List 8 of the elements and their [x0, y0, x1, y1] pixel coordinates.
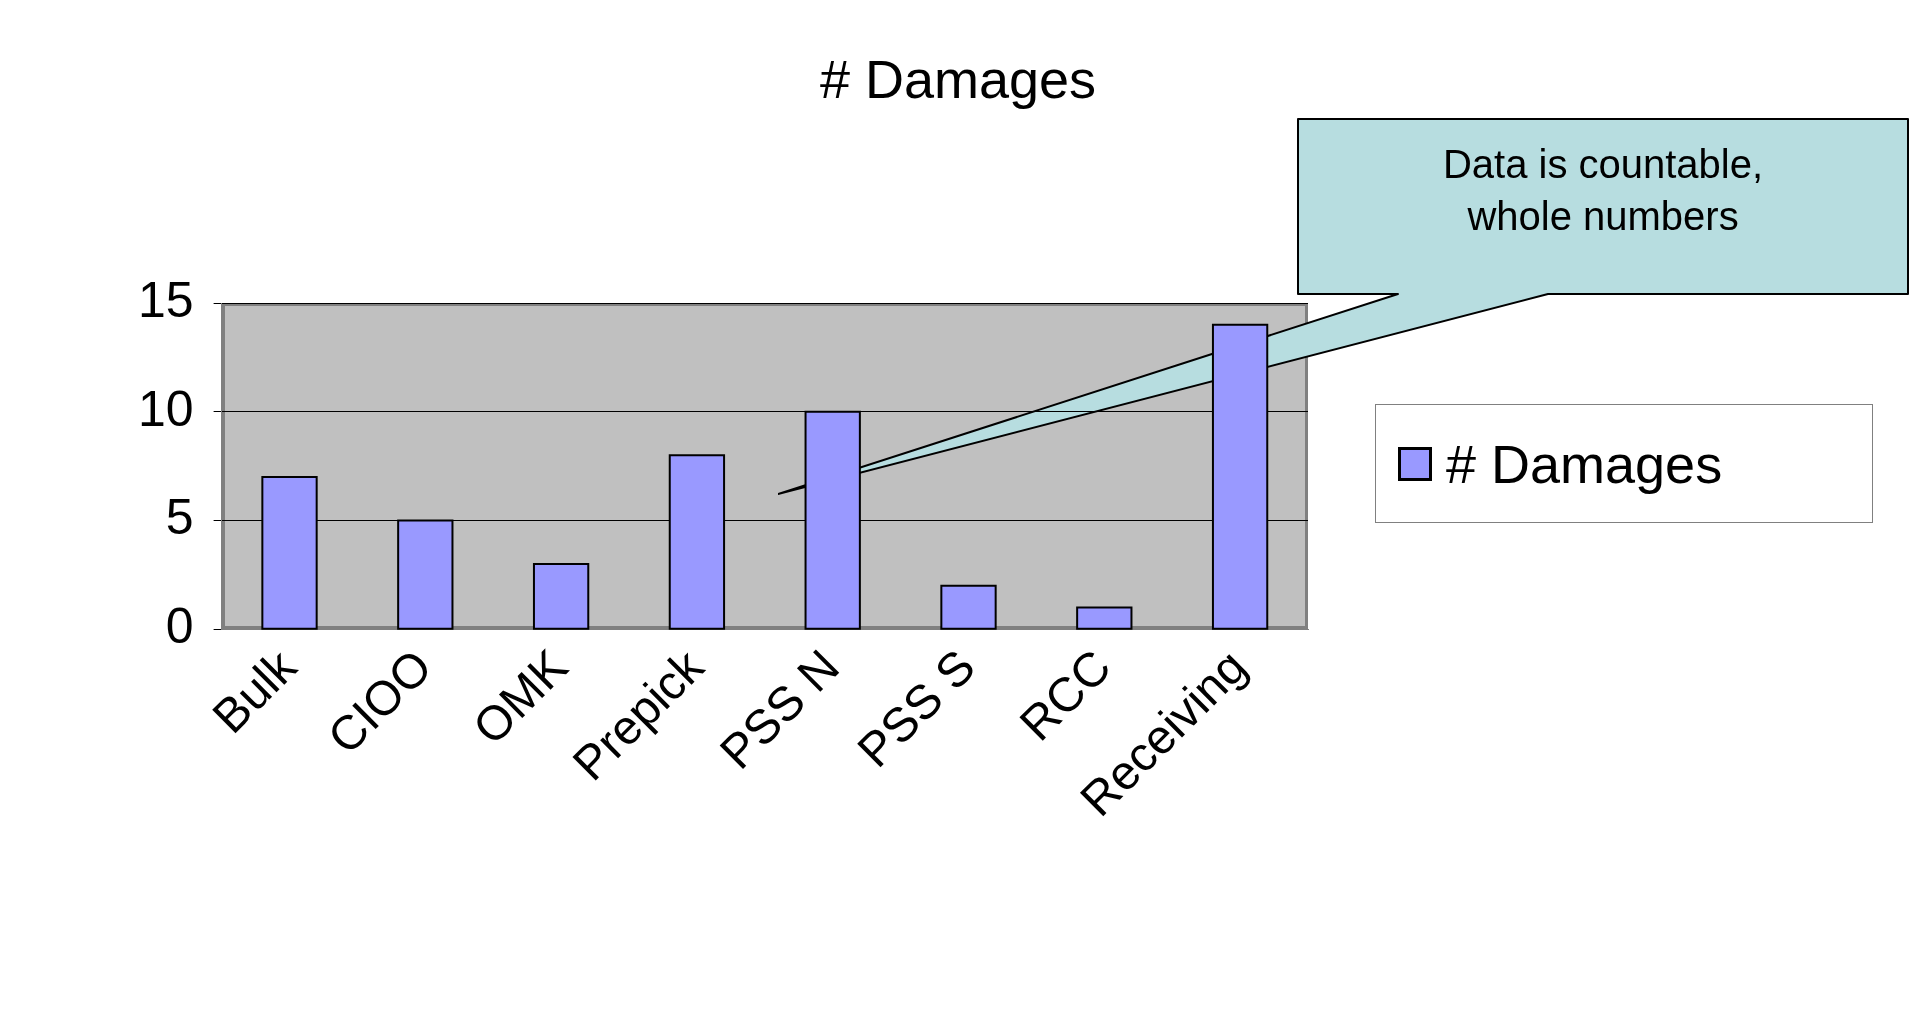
- y-tick-label: 10: [137, 380, 194, 437]
- text: Data is countable, whole numbers: [1441, 141, 1765, 240]
- y-tick-label: 15: [137, 271, 194, 328]
- x-tick-label: Bulk: [202, 638, 307, 744]
- y-tick-label: 0: [165, 598, 194, 655]
- chart-title: # Damages: [818, 48, 1098, 110]
- y-tick-label: 5: [165, 489, 194, 546]
- legend-label: # Damages: [1446, 432, 1723, 495]
